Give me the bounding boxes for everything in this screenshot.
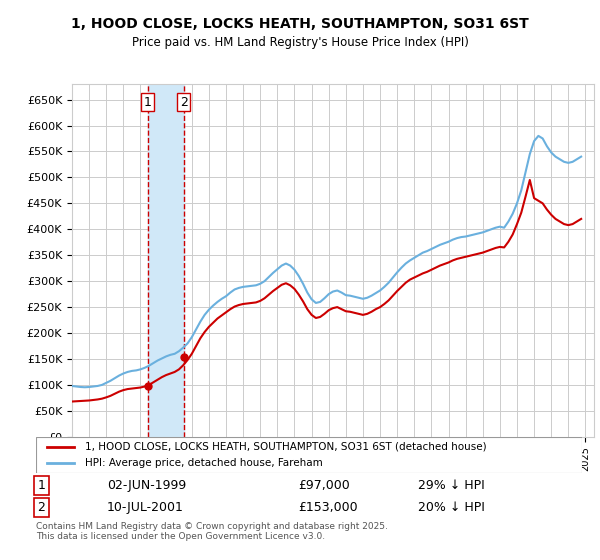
Text: 20% ↓ HPI: 20% ↓ HPI [418,501,485,514]
Text: 1, HOOD CLOSE, LOCKS HEATH, SOUTHAMPTON, SO31 6ST: 1, HOOD CLOSE, LOCKS HEATH, SOUTHAMPTON,… [71,17,529,31]
Text: £97,000: £97,000 [298,479,350,492]
Text: 29% ↓ HPI: 29% ↓ HPI [418,479,485,492]
Bar [148,84,184,437]
Text: £153,000: £153,000 [298,501,358,514]
Text: 1: 1 [38,479,46,492]
Text: Price paid vs. HM Land Registry's House Price Index (HPI): Price paid vs. HM Land Registry's House … [131,36,469,49]
Text: 10-JUL-2001: 10-JUL-2001 [107,501,184,514]
Text: Contains HM Land Registry data © Crown copyright and database right 2025.
This d: Contains HM Land Registry data © Crown c… [36,522,388,542]
Text: 1: 1 [144,96,152,109]
Text: HPI: Average price, detached house, Fareham: HPI: Average price, detached house, Fare… [85,458,323,468]
Text: 2: 2 [38,501,46,514]
Text: 02-JUN-1999: 02-JUN-1999 [107,479,186,492]
Text: 2: 2 [180,96,188,109]
Text: 1, HOOD CLOSE, LOCKS HEATH, SOUTHAMPTON, SO31 6ST (detached house): 1, HOOD CLOSE, LOCKS HEATH, SOUTHAMPTON,… [85,442,487,452]
FancyBboxPatch shape [36,437,582,473]
